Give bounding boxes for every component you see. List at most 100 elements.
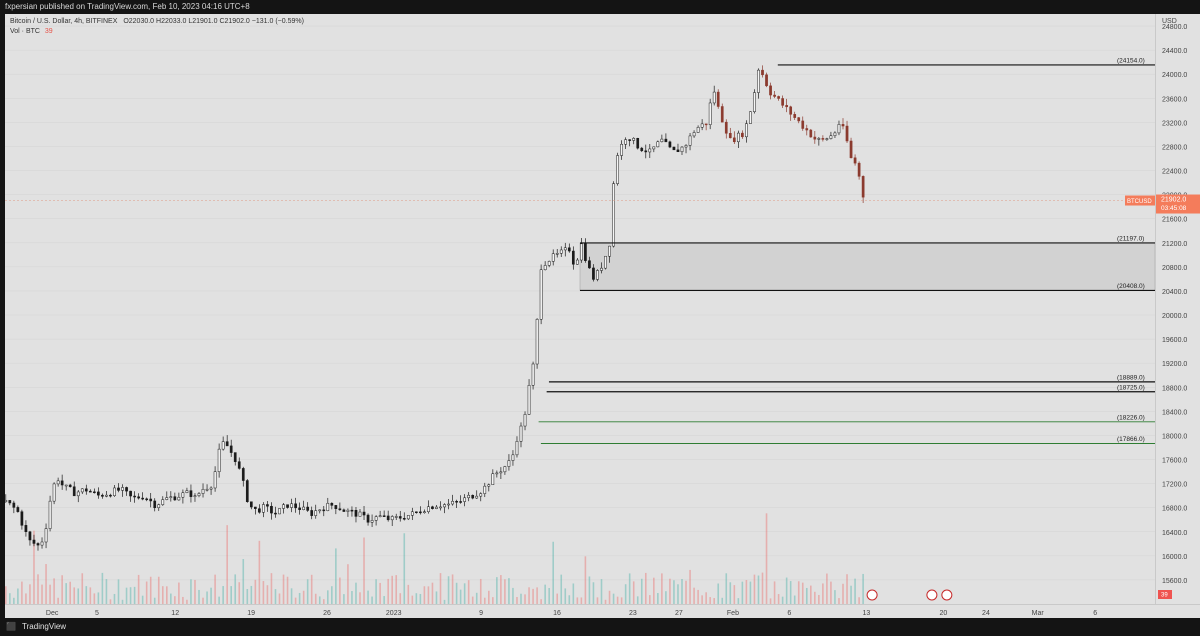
candle-body: [423, 511, 426, 513]
candle-body: [495, 472, 499, 475]
volume-bar: [508, 578, 510, 604]
volume-bar: [21, 581, 23, 604]
volume-bar: [77, 588, 80, 604]
candle-body: [813, 136, 817, 140]
candle-body: [370, 520, 374, 523]
volume-bar: [113, 593, 116, 604]
price-tick-label: 16400.0: [1162, 530, 1187, 537]
price-tick-label: 19600.0: [1162, 337, 1187, 344]
chart-pane[interactable]: (24154.0) (21197.0) (20408.0) (18889.0) (187…: [4, 14, 1156, 604]
candle-body: [708, 102, 712, 125]
volume-bar: [145, 581, 148, 604]
volume-bar: [524, 594, 526, 604]
candle-body: [447, 503, 450, 506]
volume-bar: [57, 597, 59, 604]
price-axis[interactable]: 24800.0 24400.0 24000.0 23600.0 23200.0 22800…: [1156, 14, 1200, 604]
publish-header: fxpersian published on TradingView.com, …: [0, 0, 1200, 14]
volume-bar: [427, 586, 430, 604]
volume-bar: [709, 597, 711, 604]
volume-bar: [640, 578, 643, 604]
volume-bar: [443, 599, 446, 604]
candle-body: [12, 502, 16, 508]
candle-body: [358, 511, 362, 517]
candle-body: [777, 96, 780, 99]
volume-bar: [294, 597, 297, 604]
volume-bar: [431, 582, 434, 604]
candle-body: [109, 494, 112, 497]
volume-bar: [568, 595, 571, 604]
volume-bar: [290, 588, 293, 604]
volume-bar: [157, 576, 160, 604]
candle-body: [479, 493, 483, 497]
volume-bar: [504, 579, 506, 604]
volume-bar: [371, 596, 373, 604]
symbol-line[interactable]: Bitcoin / U.S. Dollar, 4h, BITFINEX: [10, 18, 118, 25]
volume-bar: [391, 575, 393, 604]
candle-body: [801, 120, 805, 129]
candle-body: [753, 92, 756, 112]
candle-body: [797, 117, 801, 122]
candle-body: [616, 155, 619, 184]
candle-body: [600, 267, 603, 271]
candle-body: [821, 138, 825, 140]
volume-bar: [467, 580, 470, 604]
price-tick-label: 15600.0: [1162, 578, 1187, 585]
legend-volume-row: Vol · BTC 39: [10, 27, 304, 37]
candle-body: [592, 267, 595, 280]
volume-bar: [234, 574, 237, 604]
price-tick-label: 19200.0: [1162, 361, 1187, 368]
price-tick-label: 16000.0: [1162, 554, 1187, 561]
candle-body: [117, 487, 120, 491]
volume-bar: [298, 592, 301, 604]
candle-body: [318, 509, 322, 512]
volume-label[interactable]: Vol · BTC: [10, 28, 40, 35]
time-tick-label: 5: [95, 610, 99, 617]
volume-bar: [246, 589, 249, 604]
candle-body: [93, 491, 96, 494]
price-tick-label: 21600.0: [1162, 217, 1187, 224]
volume-bar: [496, 577, 498, 604]
ohlc-values: O22030.0 H22033.0 L21901.0 C21902.0 −131…: [123, 18, 304, 25]
candle-body: [837, 124, 841, 134]
price-tick-label: 24000.0: [1162, 72, 1187, 79]
volume-bar: [335, 548, 337, 604]
candle-body: [765, 74, 768, 87]
volume-bar: [97, 592, 100, 604]
price-chart[interactable]: (24154.0) (21197.0) (20408.0) (18889.0) (187…: [4, 14, 1156, 604]
volume-bar: [745, 580, 748, 604]
candle-body: [64, 484, 68, 487]
volume-bar: [318, 596, 321, 604]
price-scale[interactable]: 24800.0 24400.0 24000.0 23600.0 23200.0 22800…: [1155, 14, 1200, 604]
candle-body: [4, 500, 8, 502]
volume-bar: [584, 556, 587, 604]
volume-bar: [45, 564, 47, 604]
candle-body: [761, 69, 764, 76]
time-scale[interactable]: Dec 5 12 19 26 2023 9 16 23 27 Feb 6 13 20 24 Mar 6: [5, 604, 1200, 618]
candle-body: [390, 516, 394, 521]
candle-body: [161, 499, 165, 505]
volume-bar: [769, 598, 772, 604]
volume-bar: [463, 583, 466, 604]
volume-bar: [830, 581, 832, 604]
time-tick-label: 19: [247, 610, 255, 617]
volume-bar: [685, 580, 687, 604]
volume-bar: [331, 586, 333, 604]
candle-body: [189, 490, 193, 497]
candle-body: [624, 139, 627, 145]
volume-bar: [632, 581, 635, 604]
candle-body: [173, 496, 177, 501]
volume-bar: [282, 574, 285, 604]
candle-body: [229, 445, 233, 453]
candle-body: [700, 123, 704, 128]
candle-body: [612, 183, 615, 247]
candle-body: [330, 502, 334, 506]
volume-bar: [61, 575, 63, 604]
volume-bar: [379, 582, 381, 604]
time-axis[interactable]: Dec 5 12 19 26 2023 9 16 23 27 Feb 6 13 20 24 Mar 6: [5, 605, 1200, 619]
candle-body: [459, 501, 462, 503]
volume-bar: [689, 569, 691, 604]
volume-bar: [773, 581, 776, 604]
volume-bar: [693, 587, 695, 604]
volume-tag: [1158, 590, 1172, 599]
volume-bar: [753, 574, 756, 604]
